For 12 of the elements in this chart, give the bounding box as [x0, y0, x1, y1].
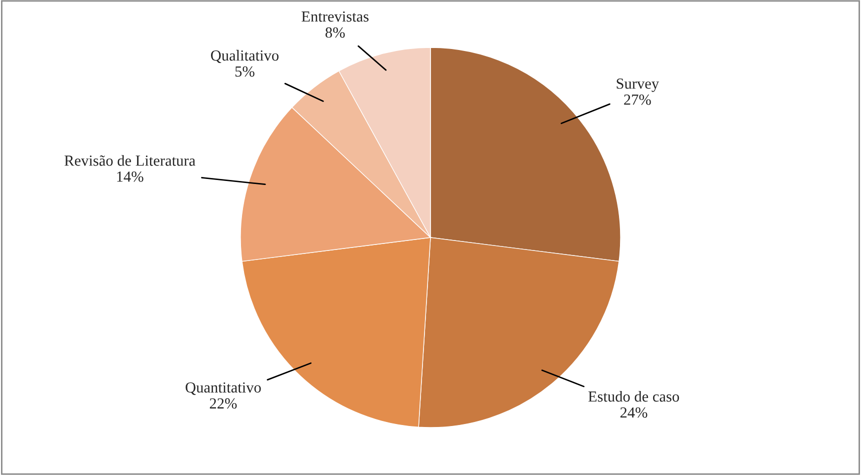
slice-label: Survey — [616, 78, 659, 92]
data-label: 27% — [624, 94, 651, 105]
slice-label: Qualitativo — [211, 50, 279, 64]
data-label: 24% — [620, 407, 648, 418]
data-label: 5% — [235, 66, 254, 77]
data-label: 14% — [117, 171, 144, 182]
data-label: 22% — [210, 398, 237, 409]
data-label: 8% — [326, 27, 345, 38]
slice-label: Entrevistas — [302, 11, 369, 22]
slice-label: Quantitativo — [186, 382, 261, 395]
slice-label: Revisão de Literatura — [64, 155, 196, 166]
slice-label: Estudo de caso — [588, 390, 680, 402]
